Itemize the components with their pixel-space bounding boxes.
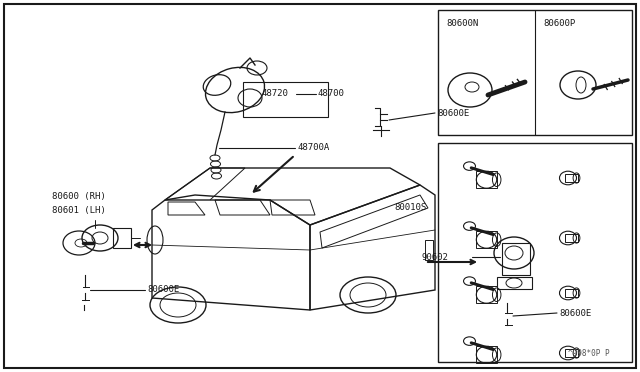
Text: 80600 (RH): 80600 (RH) bbox=[52, 192, 106, 201]
Bar bbox=[438, 143, 632, 362]
Bar bbox=[113, 228, 131, 248]
Text: 80600E: 80600E bbox=[559, 308, 591, 317]
Bar bbox=[564, 174, 578, 182]
Text: ^998*0P P: ^998*0P P bbox=[568, 349, 610, 358]
Bar bbox=[564, 289, 578, 297]
Text: 90602: 90602 bbox=[422, 253, 449, 262]
Text: 80601 (LH): 80601 (LH) bbox=[52, 205, 106, 215]
Text: 80010S: 80010S bbox=[394, 203, 426, 212]
Text: 80600E: 80600E bbox=[437, 109, 469, 118]
Bar bbox=[564, 234, 578, 242]
Text: 48700A: 48700A bbox=[297, 144, 329, 153]
Text: 80600E: 80600E bbox=[147, 285, 179, 295]
Bar bbox=[476, 346, 497, 363]
Text: 48720: 48720 bbox=[261, 90, 288, 99]
Text: 48700: 48700 bbox=[318, 90, 345, 99]
Bar bbox=[425, 240, 433, 260]
Text: 80600N: 80600N bbox=[446, 19, 478, 29]
Text: 80600P: 80600P bbox=[543, 19, 575, 29]
Bar bbox=[243, 82, 328, 117]
Bar bbox=[502, 243, 530, 275]
Bar bbox=[476, 286, 497, 303]
Bar bbox=[564, 349, 578, 357]
Bar bbox=[476, 171, 497, 188]
Bar bbox=[476, 231, 497, 248]
Bar bbox=[438, 10, 632, 135]
Bar bbox=[497, 277, 532, 289]
